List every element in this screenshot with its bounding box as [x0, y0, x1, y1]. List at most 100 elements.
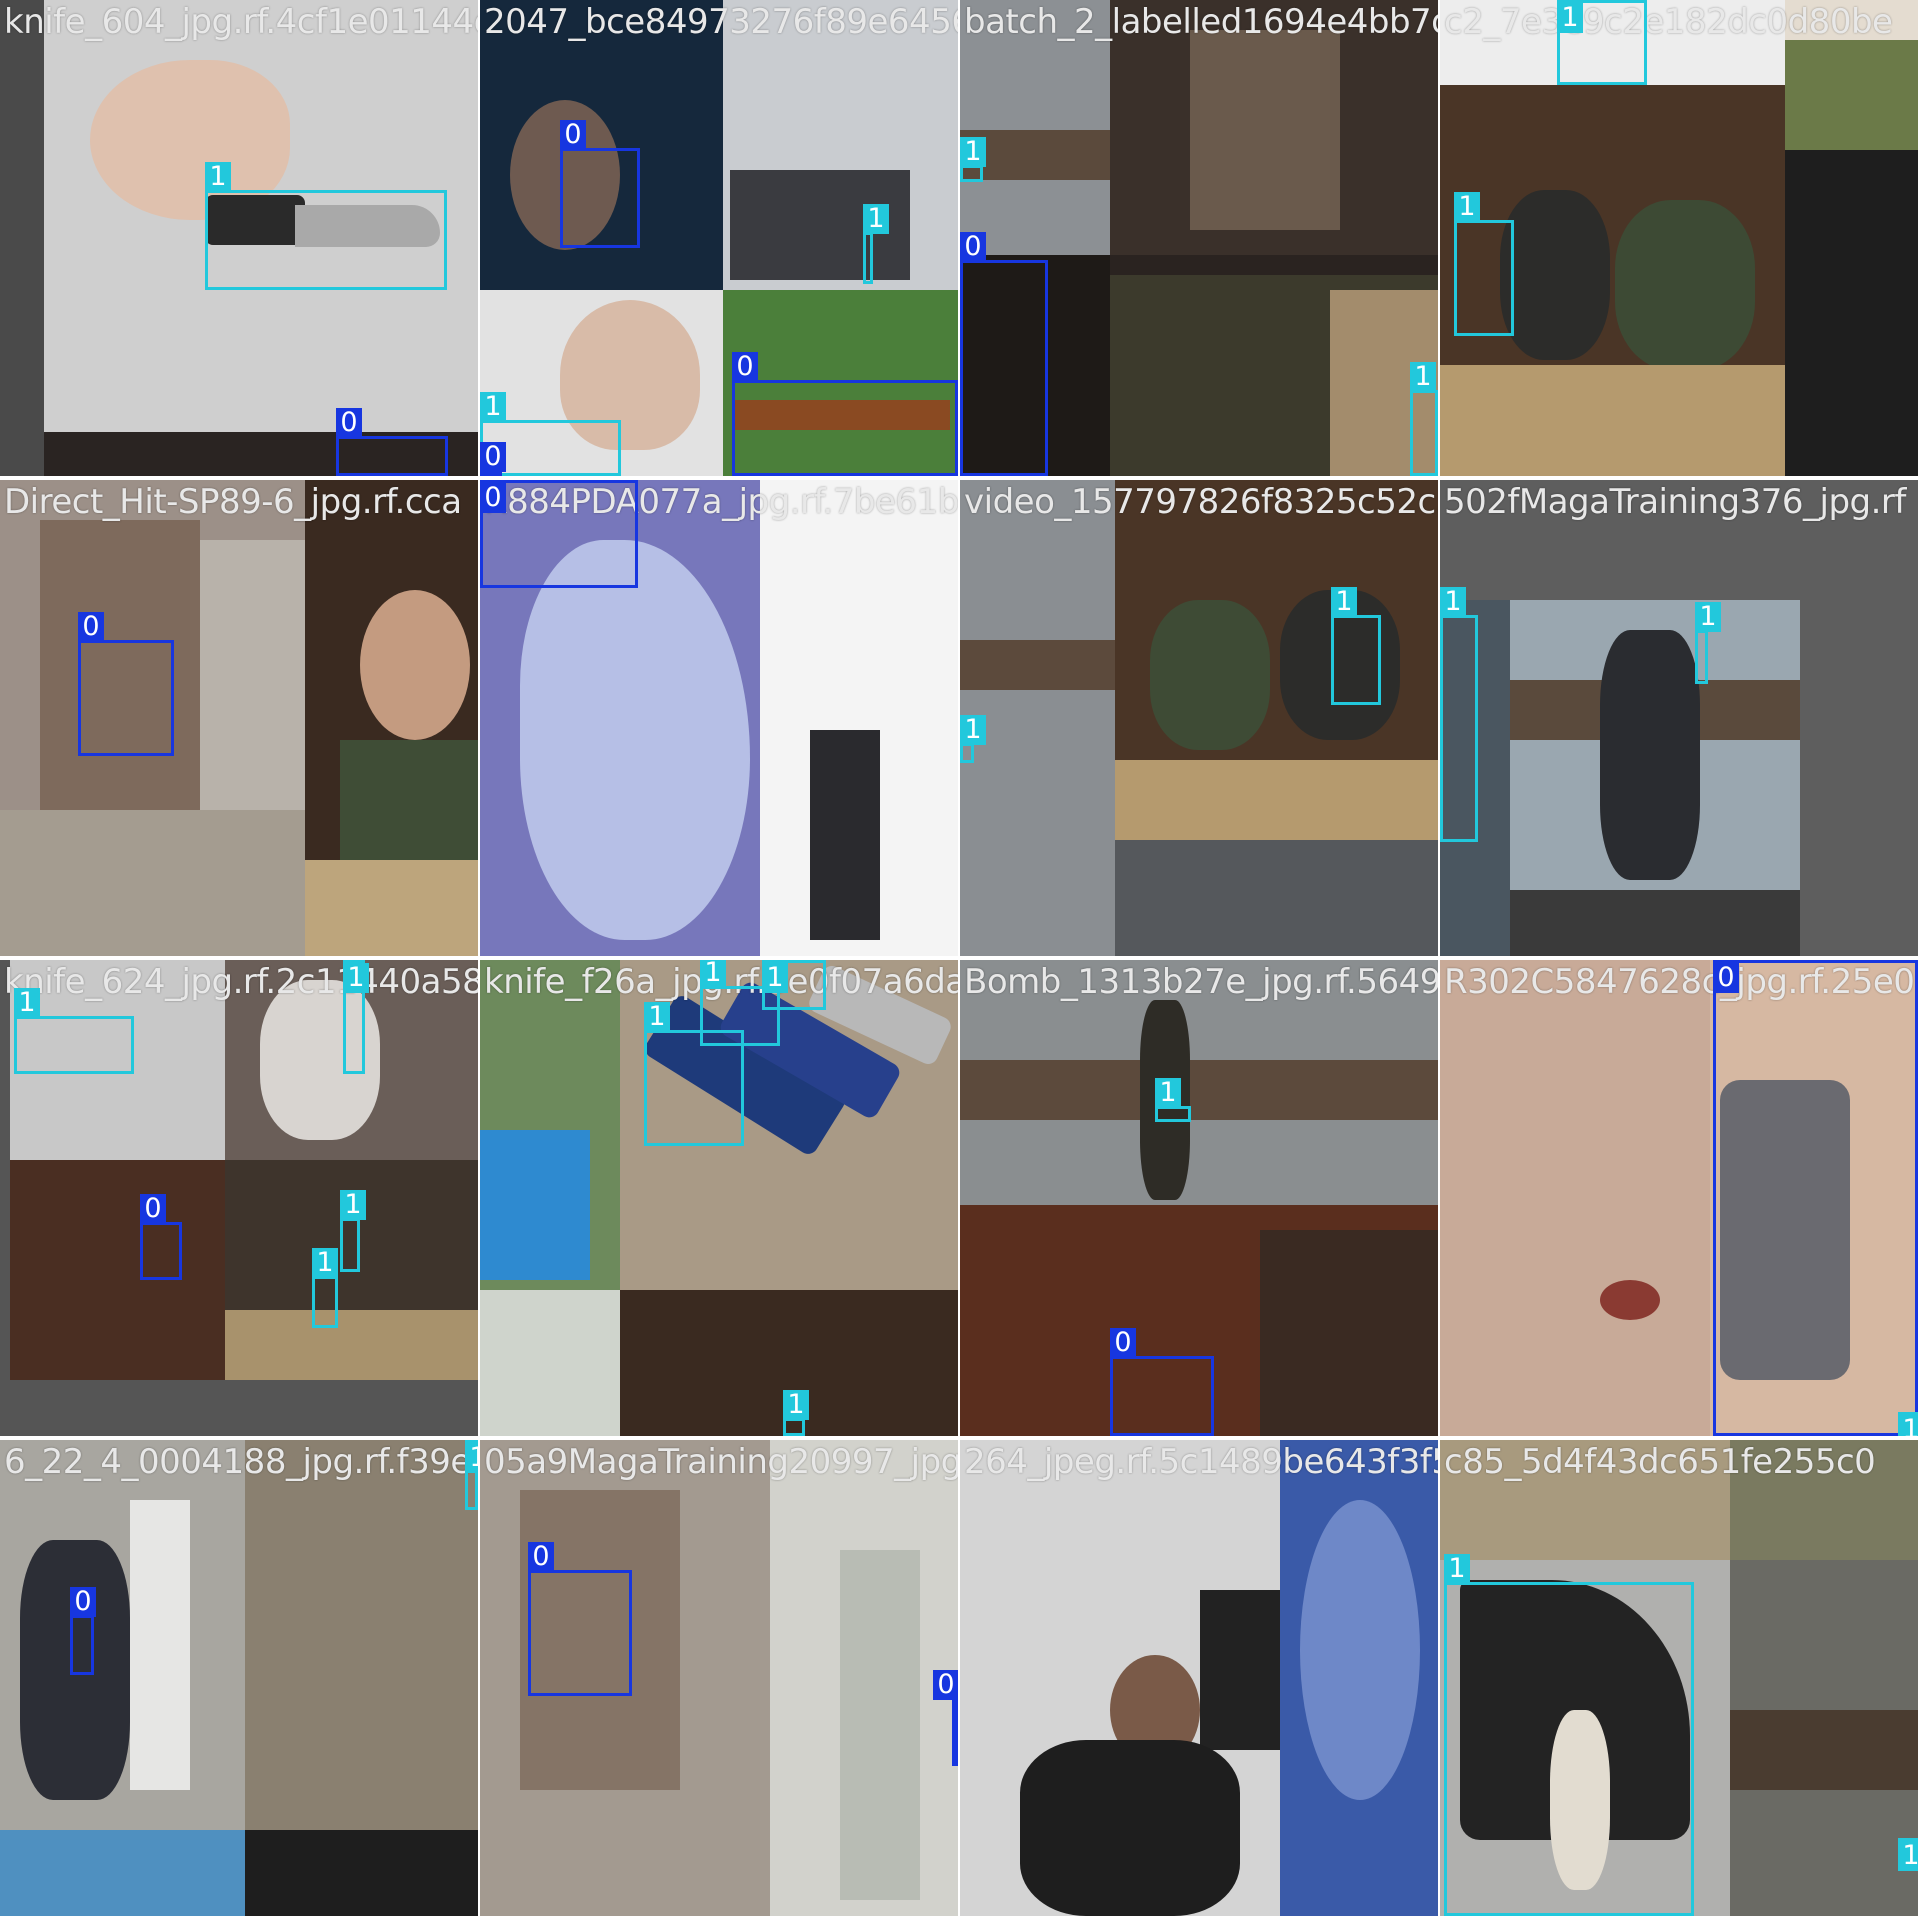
image-filename: knife_624_jpg.rf.2c11440a58 — [4, 962, 478, 1002]
class-label: 1 — [1557, 3, 1583, 33]
tile-image — [480, 480, 958, 956]
mosaic-tile: knife_624_jpg.rf.2c11440a58 1 1 0 1 1 — [0, 960, 478, 1436]
image-filename: c2_7e3e9c2e182dc0d80be — [1444, 2, 1893, 42]
tile-image — [480, 1440, 958, 1916]
bbox: 1 — [1695, 602, 1721, 684]
bbox: 1 — [1440, 587, 1478, 842]
tile-image — [960, 1440, 1438, 1916]
mosaic-tile: 264_jpeg.rf.5c1489be643f3f5a — [960, 1440, 1438, 1916]
bbox: 0 — [480, 480, 638, 588]
class-label: 1 — [1331, 587, 1357, 617]
class-label: 0 — [560, 120, 586, 150]
class-label: 1 — [1410, 362, 1436, 392]
class-label: 0 — [1110, 1328, 1136, 1358]
bbox: 0 — [78, 612, 174, 756]
mosaic-tile: R302C5847628c_jpg.rf.25e01 0 1 — [1440, 960, 1918, 1436]
bbox: 0 — [960, 232, 1048, 476]
image-filename: c85_5d4f43dc651fe255c0 — [1444, 1442, 1876, 1482]
class-label: 0 — [732, 352, 758, 382]
bbox: 1 — [1410, 362, 1438, 476]
class-label: 1 — [1440, 587, 1466, 617]
class-label: 0 — [78, 612, 104, 642]
mosaic-tile: Bomb_1313b27e_jpg.rf.564989d 1 0 — [960, 960, 1438, 1436]
mosaic-tile: 05a9MagaTraining20997_jpg 0 0 — [480, 1440, 958, 1916]
class-label: 1 — [340, 1190, 366, 1220]
image-filename: R884PDA077a_jpg.rf.7be61ba — [484, 482, 958, 522]
class-label: 1 — [343, 963, 369, 993]
class-label: 1 — [960, 715, 986, 745]
bbox: 1 — [762, 960, 826, 1010]
class-label: 1 — [700, 960, 726, 988]
class-label: 1 — [465, 1443, 478, 1473]
bbox: 1 — [343, 960, 369, 1074]
image-filename: Direct_Hit-SP89-6_jpg.rf.cca — [4, 482, 462, 522]
class-label: 1 — [1444, 1554, 1470, 1584]
mosaic-tile: 6_22_4_0004188_jpg.rf.f39e 0 1 — [0, 1440, 478, 1916]
mosaic-tile: c85_5d4f43dc651fe255c0 1 1 — [1440, 1440, 1918, 1916]
image-filename: 2047_bce84973276f89e64561b701c91d.jpg — [484, 2, 958, 42]
class-label: 0 — [960, 232, 986, 262]
tile-image — [960, 480, 1438, 956]
bbox: 1 — [465, 1440, 478, 1510]
tile-image — [480, 0, 958, 476]
class-label: 1 — [1695, 602, 1721, 632]
tile-image — [1440, 960, 1918, 1436]
tile-image — [1440, 0, 1918, 476]
bbox: 1 — [960, 715, 986, 763]
image-filename: 6_22_4_0004188_jpg.rf.f39e — [4, 1442, 471, 1482]
bbox: 1 — [700, 960, 780, 1046]
class-label: 1 — [1898, 1841, 1918, 1871]
bbox: 1 — [340, 1190, 366, 1272]
bbox: 1 — [1557, 0, 1647, 85]
bbox: 0 — [732, 352, 958, 476]
tile-image — [1440, 480, 1918, 956]
class-label: 1 — [762, 963, 788, 993]
bbox: 1 — [863, 204, 889, 284]
class-label: 0 — [1713, 963, 1739, 993]
bbox: 0 — [140, 1194, 182, 1280]
tile-image — [0, 0, 478, 476]
class-label: 0 — [140, 1194, 166, 1224]
image-filename: 05a9MagaTraining20997_jpg — [484, 1442, 958, 1482]
class-label: 1 — [644, 1002, 670, 1032]
mosaic-tile: c2_7e3e9c2e182dc0d80be 1 1 — [1440, 0, 1918, 476]
tile-image — [0, 1440, 478, 1916]
class-label: 1 — [783, 1390, 809, 1420]
class-label: 0 — [70, 1587, 96, 1617]
bbox: 1 — [1444, 1554, 1694, 1916]
mosaic-tile: 2047_bce84973276f89e64561b701c91d.jpg 0 … — [480, 0, 958, 476]
bbox: 1 — [1898, 1838, 1918, 1871]
bbox: 1 — [312, 1248, 338, 1328]
image-filename: 264_jpeg.rf.5c1489be643f3f5a — [964, 1442, 1438, 1482]
bbox: 1 — [644, 1002, 744, 1146]
bbox: 0 — [336, 408, 448, 476]
class-label: 1 — [1454, 192, 1480, 222]
bbox: 1 — [205, 162, 447, 290]
bbox: 1 — [480, 392, 621, 476]
class-label: 0 — [528, 1542, 554, 1572]
mosaic-tile: batch_2_labelled1694e4bb7d2 1 0 1 — [960, 0, 1438, 476]
image-filename: video_157797826f8325c52c5 — [964, 482, 1438, 522]
mosaic-tile: R884PDA077a_jpg.rf.7be61ba 0 — [480, 480, 958, 956]
bbox: 1 — [960, 137, 986, 182]
bbox: 1 — [783, 1390, 809, 1436]
bbox: 1 — [1454, 192, 1514, 336]
class-label: 1 — [14, 988, 40, 1018]
bbox: 0 — [1713, 960, 1918, 1436]
class-label: 0 — [336, 408, 362, 438]
class-label: 1 — [1155, 1078, 1181, 1108]
bbox: 0 — [70, 1587, 96, 1675]
tile-image — [480, 960, 958, 1436]
image-filename: batch_2_labelled1694e4bb7d2 — [964, 2, 1438, 42]
class-label: 1 — [1898, 1415, 1918, 1436]
class-label: 0 — [933, 1670, 958, 1700]
tile-image — [0, 480, 478, 956]
bbox: 1 — [1155, 1078, 1191, 1122]
bbox: 0 — [560, 120, 640, 248]
image-filename: R302C5847628c_jpg.rf.25e01 — [1444, 962, 1918, 1002]
mosaic-tile: knife_f26a_jpg.rf.3e0f07a6da 1 1 1 1 — [480, 960, 958, 1436]
image-filename: Bomb_1313b27e_jpg.rf.564989d — [964, 962, 1438, 1002]
class-label: 1 — [205, 162, 231, 192]
bbox: 0 — [480, 442, 506, 476]
